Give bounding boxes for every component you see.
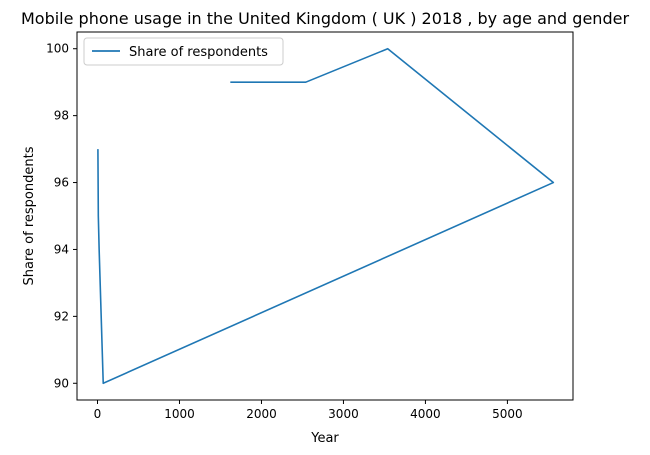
y-tick-label: 100 xyxy=(46,42,69,56)
y-axis: 90 92 94 96 98 100 xyxy=(46,42,77,390)
x-axis-label: Year xyxy=(310,431,339,446)
x-tick-label: 5000 xyxy=(492,407,523,421)
legend-box xyxy=(83,37,284,66)
series-line-share-of-respondents xyxy=(97,47,555,385)
series-layer xyxy=(97,47,555,385)
x-tick-label: 3000 xyxy=(328,407,359,421)
legend: Share of respondents xyxy=(83,37,284,66)
y-tick-label: 96 xyxy=(54,176,69,190)
y-axis-label: Share of respondents xyxy=(22,146,37,285)
y-tick-label: 92 xyxy=(54,309,69,323)
x-tick-label: 2000 xyxy=(246,407,277,421)
plot-area xyxy=(76,31,574,401)
y-tick-label: 94 xyxy=(54,242,69,256)
x-axis: 0 1000 2000 3000 4000 5000 xyxy=(94,400,523,421)
legend-label-share-of-respondents: Share of respondents xyxy=(129,45,268,60)
y-tick-label: 90 xyxy=(54,376,69,390)
y-tick-label: 98 xyxy=(54,109,69,123)
x-tick-label: 4000 xyxy=(410,407,441,421)
plot-frame xyxy=(76,31,574,401)
chart-title: Mobile phone usage in the United Kingdom… xyxy=(21,9,629,28)
x-tick-label: 1000 xyxy=(164,407,195,421)
x-tick-label: 0 xyxy=(94,407,102,421)
